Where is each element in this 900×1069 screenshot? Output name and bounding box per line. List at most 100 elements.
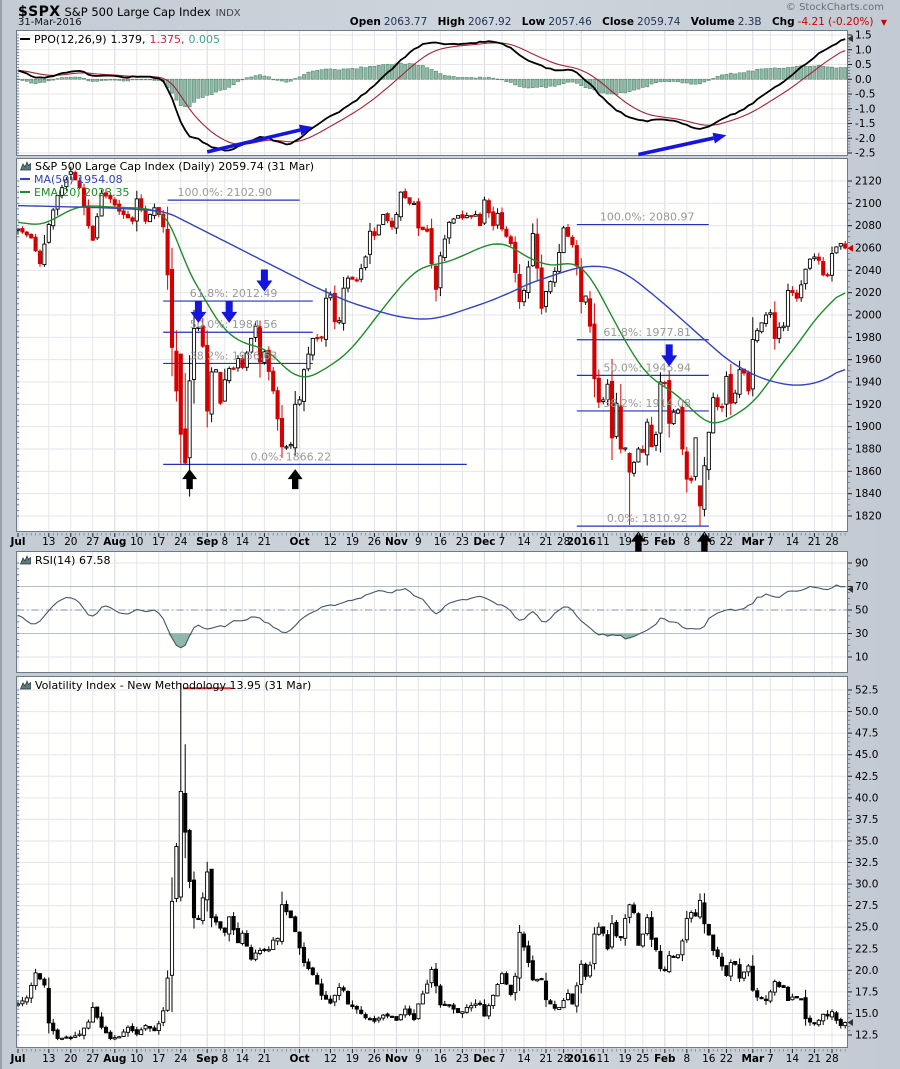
y-axis-label: 1920 <box>855 399 882 411</box>
y-axis-label: 40.0 <box>855 792 878 804</box>
high-label: High <box>437 16 465 28</box>
down-arrow-annotation <box>256 269 273 292</box>
x-axis-label: Feb <box>654 1053 676 1065</box>
annotations-overlay: 100.0%: 2102.90 61.8%: 2012.49 50.0%: 1984… <box>177 124 727 552</box>
x-axis-label: 22 <box>720 1053 733 1065</box>
x-axis-label: 26 <box>368 1053 382 1065</box>
x-axis-label: 19 <box>619 536 632 548</box>
x-axis-label: Oct <box>290 536 310 548</box>
ppo-legend-name: PPO(12,26,9) <box>34 33 107 46</box>
ppo-histogram-bar <box>742 72 746 80</box>
ppo-histogram-bar <box>280 78 284 82</box>
fib-label: 0.0%: 1810.92 <box>607 512 688 525</box>
x-axis-label: 11 <box>597 1053 610 1065</box>
ppo-histogram-bar <box>42 78 47 83</box>
ppo-histogram-bar <box>99 78 104 81</box>
x-axis-label: Aug <box>103 536 126 548</box>
fib-label: 100.0%: 2080.97 <box>600 211 695 224</box>
fib-label: 61.8%: 2012.49 <box>190 287 278 300</box>
ppo-histogram-bar <box>478 76 482 80</box>
ppo-histogram-bar <box>130 78 135 81</box>
ppo-histogram-bar <box>64 77 69 80</box>
open-value: 2063.77 <box>383 16 428 28</box>
y-axis-label: 0.0 <box>855 74 872 86</box>
x-axis-label: 7 <box>499 1053 506 1065</box>
ppo-histogram-bar <box>104 78 108 81</box>
x-axis-label: 21 <box>808 1053 821 1065</box>
ppo-histogram-bar <box>750 70 755 80</box>
close-value: 2059.74 <box>637 16 681 28</box>
y-axis-label: 1900 <box>855 421 882 433</box>
y-axis-label: -2.5 <box>855 148 876 160</box>
fib-label: 38.2%: 1956.63 <box>190 349 278 362</box>
ppo-histogram-bar <box>183 78 188 108</box>
x-axis-label: Oct <box>290 1053 310 1065</box>
last-value-marker <box>847 35 853 43</box>
ppo-histogram-bar <box>209 78 214 95</box>
ppo-histogram-bar <box>434 70 438 80</box>
x-axis-label: 2016 <box>567 536 596 548</box>
ppo-histogram-bar <box>117 78 122 81</box>
up-arrow-annotation <box>696 531 712 552</box>
y-axis-label: 1960 <box>855 354 882 366</box>
price-plot <box>17 159 847 531</box>
ppo-histogram-bar <box>218 78 223 91</box>
ppo-histogram-bar <box>504 78 509 83</box>
x-axis-label: 14 <box>786 1053 800 1065</box>
x-axis-label: 28 <box>557 536 570 548</box>
x-axis-label: 21 <box>808 536 821 548</box>
y-axis-label: 42.5 <box>855 771 878 783</box>
ppo-histogram-bar <box>126 78 130 82</box>
ppo-histogram-bar <box>759 68 764 80</box>
exchange-label: INDX <box>215 8 241 19</box>
ppo-histogram-bar <box>456 77 460 80</box>
fib-label: 0.0%: 1866.22 <box>250 450 331 463</box>
x-axis-label: 14 <box>236 1053 250 1065</box>
x-axis-label: 16 <box>434 536 448 548</box>
ppo-histogram-bar <box>755 69 760 80</box>
x-axis-label: 16 <box>702 1053 716 1065</box>
x-axis-label: 24 <box>174 536 188 548</box>
close-label: Close <box>602 16 635 28</box>
ppo-histogram-bar <box>654 78 658 83</box>
x-axis-label: 16 <box>702 536 716 548</box>
ppo-histogram-bar <box>315 70 320 80</box>
ppo-histogram-bar <box>838 67 843 80</box>
ppo-hist-value: 0.005 <box>188 33 221 46</box>
ppo-signal-value: 1.375, <box>149 33 185 46</box>
x-axis-label: 20 <box>64 1053 77 1065</box>
trend-arrow-head <box>712 132 727 144</box>
ma50-line <box>18 205 846 386</box>
ppo-line <box>17 38 846 152</box>
ppo-histogram-bar <box>799 65 804 80</box>
ppo-histogram-bar <box>636 78 641 90</box>
ppo-histogram-bar <box>196 78 201 99</box>
ema20-legend: EMA(20) 2023.35 <box>34 186 130 199</box>
chart-date: 31-Mar-2016 <box>18 17 82 28</box>
quote-dropdown-icon[interactable]: ▼ <box>880 18 887 27</box>
y-axis-label: 70 <box>855 581 868 593</box>
y-axis-label: 22.5 <box>855 943 878 955</box>
ppo-histogram-bar <box>803 66 808 80</box>
y-axis-label: 2020 <box>855 287 882 299</box>
x-axis-label: Dec <box>473 1053 495 1065</box>
rsi-legend: RSI(14) 67.58 <box>19 554 110 567</box>
ppo-histogram-bar <box>346 68 350 80</box>
volume-label: Volume <box>690 16 735 28</box>
ppo-histogram-bar <box>526 78 531 89</box>
ma50-legend: MA(50) 1954.08 <box>34 173 123 186</box>
vix-plot <box>17 677 847 1047</box>
x-axis-label: Dec <box>473 536 495 548</box>
y-axis-label: -2.0 <box>855 133 876 145</box>
stockcharts-credit: © StockCharts.com <box>785 2 884 13</box>
x-axis-label: Sep <box>196 1053 219 1065</box>
x-axis-label: 9 <box>415 1053 422 1065</box>
ppo-histogram-bar <box>60 77 64 80</box>
y-axis-label: 45.0 <box>855 749 878 761</box>
y-axis-label: 30 <box>855 628 868 640</box>
ppo-histogram-bar <box>662 78 667 82</box>
ppo-histogram-bar <box>579 78 584 86</box>
ppo-histogram-bar <box>328 68 333 80</box>
last-value-marker <box>847 244 853 252</box>
vix-legend-title: Volatility Index - New Methodology 13.95… <box>35 679 312 692</box>
